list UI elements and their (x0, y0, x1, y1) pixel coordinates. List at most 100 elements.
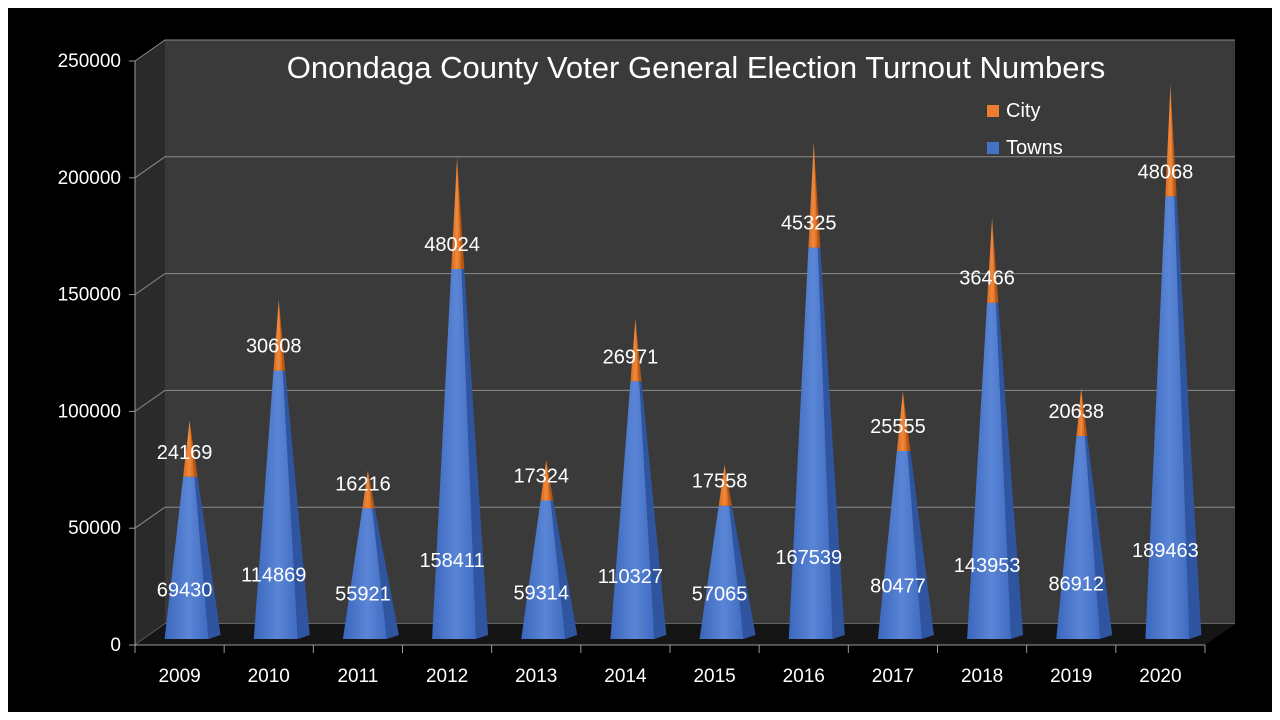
city-bar (992, 217, 999, 303)
towns-bar (194, 476, 221, 639)
city-bar (546, 459, 554, 501)
city-bar (808, 141, 818, 248)
x-tick-label: 2013 (515, 666, 557, 687)
gridline (134, 273, 1235, 296)
towns-data-label: 59314 (513, 583, 569, 605)
city-bar (273, 299, 283, 371)
side-wall (135, 40, 165, 645)
towns-bar (788, 247, 833, 639)
city-bar (362, 470, 373, 509)
legend-swatch (987, 142, 999, 154)
towns-bar (907, 451, 934, 639)
towns-bar (550, 500, 578, 639)
city-bar (718, 464, 730, 506)
city-bar (902, 391, 911, 452)
x-tick-label: 2018 (961, 666, 1003, 687)
x-tick-label: 2010 (248, 666, 290, 687)
towns-bar (372, 508, 399, 639)
x-tick-label: 2009 (158, 666, 200, 687)
towns-data-label: 189463 (1132, 540, 1199, 562)
towns-bar (342, 508, 387, 639)
city-bar (367, 470, 375, 509)
towns-data-label: 143953 (954, 555, 1021, 577)
turnout-chart: 0 50000 100000 150000 200000 250000 2009 2010 20… (58, 39, 1235, 687)
gridline (134, 506, 1235, 529)
city-data-label: 24169 (157, 442, 213, 464)
city-bar (1076, 387, 1085, 436)
towns-data-label: 69430 (157, 579, 213, 601)
city-data-label: 17558 (692, 471, 748, 493)
y-tick-label: 200000 (58, 168, 121, 189)
y-tick-label: 100000 (58, 401, 121, 422)
towns-bar (699, 505, 744, 639)
city-data-label: 20638 (1048, 401, 1104, 423)
towns-bar (1174, 196, 1202, 639)
x-tick-label: 2017 (872, 666, 914, 687)
gridline (134, 156, 1235, 179)
y-tick-label: 0 (110, 635, 121, 656)
towns-bar (1056, 435, 1101, 639)
towns-bar (432, 268, 477, 639)
towns-data-label: 114869 (241, 564, 306, 586)
y-tick-label: 250000 (58, 51, 121, 72)
back-wall (165, 40, 1235, 624)
city-bar (540, 459, 551, 501)
towns-data-label: 86912 (1048, 574, 1104, 596)
city-bar (635, 318, 642, 382)
city-bar (183, 420, 195, 477)
x-tick-label: 2016 (783, 666, 825, 687)
city-data-label: 48068 (1138, 161, 1194, 183)
city-data-label: 17324 (513, 465, 569, 487)
towns-data-label: 57065 (692, 583, 748, 605)
towns-bar (253, 370, 298, 639)
x-tick-label: 2020 (1139, 666, 1181, 687)
towns-data-label: 167539 (775, 547, 842, 569)
y-tick-label: 50000 (68, 518, 121, 539)
gridline (134, 389, 1235, 412)
towns-bar (817, 247, 845, 639)
city-bar (451, 156, 462, 269)
city-data-label: 25555 (870, 416, 926, 438)
x-tick-label: 2012 (426, 666, 468, 687)
legend-swatch (987, 105, 999, 117)
city-data-label: 16216 (335, 473, 391, 495)
towns-bar (995, 302, 1024, 639)
x-tick-label: 2014 (604, 666, 647, 687)
chart-background: 0 50000 100000 150000 200000 250000 2009 2010 20… (8, 8, 1272, 712)
towns-bar (282, 370, 310, 639)
city-bar (189, 420, 198, 477)
legend-label: City (1006, 100, 1040, 122)
x-tick-label: 2015 (693, 666, 735, 687)
city-bar (457, 156, 465, 269)
towns-bar (521, 500, 566, 639)
city-bar (987, 217, 996, 303)
towns-data-label: 55921 (335, 584, 391, 606)
chart-title: Onondaga County Voter General Election T… (287, 50, 1106, 85)
towns-bar (164, 476, 209, 639)
city-bar (724, 464, 732, 506)
city-bar (896, 391, 908, 452)
gridline (134, 39, 1235, 62)
x-tick-label: 2011 (337, 666, 378, 687)
city-data-label: 30608 (246, 336, 302, 358)
towns-bar (877, 451, 922, 639)
towns-data-label: 80477 (870, 576, 926, 598)
towns-bar (1084, 435, 1113, 639)
city-bar (630, 318, 640, 382)
towns-bar (967, 302, 1012, 639)
city-data-label: 45325 (781, 213, 837, 235)
towns-bar (729, 505, 756, 639)
city-data-label: 36466 (959, 268, 1015, 290)
towns-bar (1145, 196, 1190, 639)
city-data-label: 48024 (424, 234, 480, 256)
y-tick-label: 150000 (58, 285, 121, 306)
x-tick-label: 2019 (1050, 666, 1092, 687)
legend-label: Towns (1006, 137, 1063, 159)
towns-bar (639, 381, 667, 639)
city-bar (1170, 84, 1177, 197)
city-data-label: 26971 (603, 346, 659, 368)
towns-data-label: 158411 (419, 550, 484, 572)
city-bar (813, 141, 821, 248)
city-bar (1165, 84, 1175, 197)
